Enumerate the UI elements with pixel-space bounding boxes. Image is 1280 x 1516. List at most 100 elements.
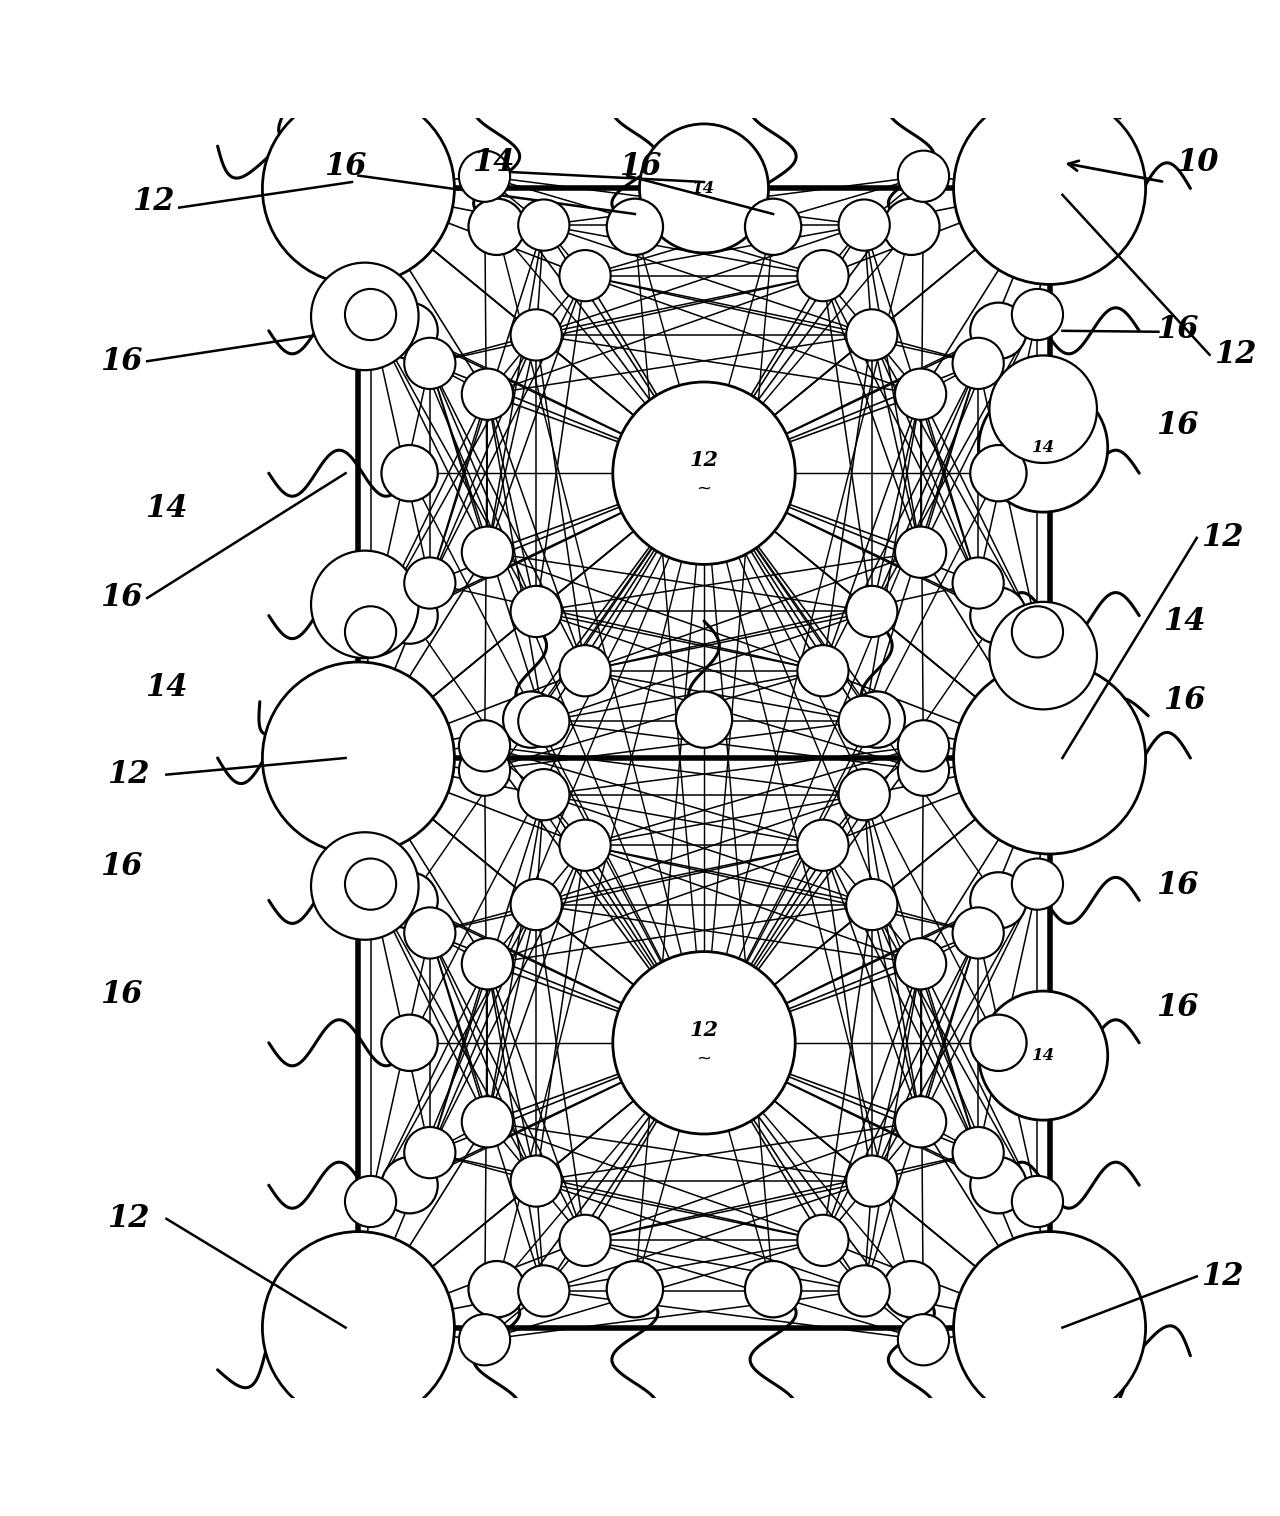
Circle shape: [745, 199, 801, 255]
Circle shape: [462, 368, 513, 420]
Circle shape: [468, 1261, 525, 1317]
Circle shape: [559, 820, 611, 870]
Circle shape: [404, 558, 456, 608]
Circle shape: [518, 1266, 570, 1316]
Circle shape: [462, 1096, 513, 1148]
Text: 16: 16: [618, 152, 662, 182]
Text: 14: 14: [1032, 440, 1055, 456]
Circle shape: [952, 908, 1004, 958]
Circle shape: [970, 303, 1027, 359]
Circle shape: [895, 938, 946, 990]
Circle shape: [979, 991, 1107, 1120]
Text: 16: 16: [1162, 685, 1206, 716]
Circle shape: [311, 550, 419, 658]
Circle shape: [954, 1231, 1146, 1424]
Circle shape: [381, 303, 438, 359]
Circle shape: [797, 1214, 849, 1266]
Circle shape: [460, 150, 511, 202]
Circle shape: [262, 662, 454, 854]
Circle shape: [559, 1214, 611, 1266]
Circle shape: [989, 355, 1097, 462]
Circle shape: [311, 832, 419, 940]
Circle shape: [404, 908, 456, 958]
Circle shape: [952, 558, 1004, 608]
Circle shape: [979, 384, 1107, 512]
Text: 14: 14: [1162, 605, 1206, 637]
Circle shape: [607, 1261, 663, 1317]
Circle shape: [897, 744, 948, 796]
Circle shape: [511, 1155, 562, 1207]
Circle shape: [460, 720, 511, 772]
Circle shape: [1011, 290, 1062, 340]
Circle shape: [1011, 858, 1062, 910]
Circle shape: [559, 646, 611, 696]
Circle shape: [970, 1157, 1027, 1213]
Text: 16: 16: [100, 582, 143, 614]
Text: 16: 16: [100, 979, 143, 1010]
Text: 12: 12: [690, 450, 718, 470]
Circle shape: [970, 1014, 1027, 1070]
Circle shape: [970, 446, 1027, 502]
Circle shape: [838, 696, 890, 747]
Circle shape: [346, 1176, 397, 1226]
Text: 12: 12: [1201, 1261, 1244, 1292]
Circle shape: [262, 92, 454, 285]
Circle shape: [883, 1261, 940, 1317]
Circle shape: [952, 1126, 1004, 1178]
Circle shape: [954, 662, 1146, 854]
Circle shape: [462, 938, 513, 990]
Circle shape: [311, 262, 419, 370]
Circle shape: [346, 606, 397, 658]
Circle shape: [404, 338, 456, 390]
Text: 12: 12: [106, 760, 150, 790]
Circle shape: [613, 382, 795, 564]
Text: ~: ~: [696, 479, 712, 497]
Text: 14: 14: [692, 180, 716, 197]
Circle shape: [797, 250, 849, 302]
Circle shape: [952, 338, 1004, 390]
Circle shape: [518, 200, 570, 250]
Circle shape: [838, 1266, 890, 1316]
Circle shape: [895, 368, 946, 420]
Circle shape: [511, 879, 562, 931]
Text: 16: 16: [1156, 991, 1199, 1023]
Text: 12: 12: [106, 1204, 150, 1234]
Circle shape: [970, 587, 1027, 644]
Text: 14: 14: [1032, 1048, 1055, 1064]
Circle shape: [970, 872, 1027, 929]
Circle shape: [989, 602, 1097, 709]
Text: 12: 12: [1213, 340, 1257, 370]
Circle shape: [883, 199, 940, 255]
Text: 10: 10: [1175, 147, 1219, 179]
Text: 14: 14: [145, 493, 188, 525]
Circle shape: [468, 199, 525, 255]
Text: ~: ~: [696, 1049, 712, 1067]
Circle shape: [846, 585, 897, 637]
Circle shape: [676, 691, 732, 747]
Circle shape: [381, 1014, 438, 1070]
Circle shape: [797, 820, 849, 870]
Circle shape: [1011, 1176, 1062, 1226]
Circle shape: [381, 446, 438, 502]
Circle shape: [346, 858, 397, 910]
Circle shape: [511, 309, 562, 361]
Text: 16: 16: [324, 152, 367, 182]
Circle shape: [849, 691, 905, 747]
Circle shape: [895, 526, 946, 578]
Circle shape: [745, 1261, 801, 1317]
Circle shape: [559, 250, 611, 302]
Circle shape: [460, 744, 511, 796]
Circle shape: [897, 1314, 948, 1366]
Text: 16: 16: [100, 852, 143, 882]
Circle shape: [511, 585, 562, 637]
Circle shape: [846, 309, 897, 361]
Circle shape: [897, 150, 948, 202]
Circle shape: [381, 587, 438, 644]
Text: 14: 14: [471, 147, 515, 179]
Text: 16: 16: [1156, 314, 1199, 344]
Circle shape: [797, 646, 849, 696]
Text: 16: 16: [1156, 870, 1199, 902]
Circle shape: [346, 290, 397, 340]
Circle shape: [846, 1155, 897, 1207]
Circle shape: [462, 526, 513, 578]
